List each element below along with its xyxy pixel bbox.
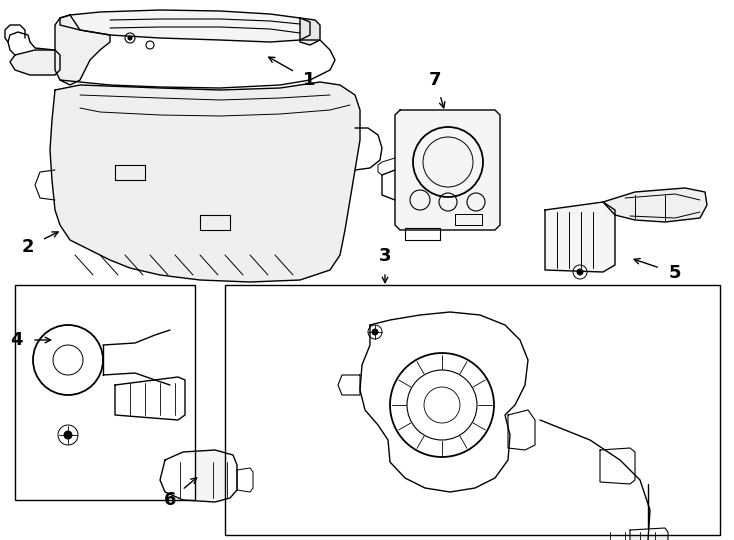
Polygon shape [603,188,707,222]
Polygon shape [60,10,310,42]
Polygon shape [115,377,185,420]
Text: 3: 3 [379,247,391,265]
Polygon shape [160,450,237,502]
Bar [15,285,195,500]
Polygon shape [55,15,110,85]
Bar [225,285,720,535]
Circle shape [372,329,378,335]
Polygon shape [300,18,320,45]
Polygon shape [508,410,535,450]
Polygon shape [50,82,360,282]
Circle shape [577,269,583,275]
Polygon shape [600,448,635,484]
Text: 5: 5 [669,264,681,282]
Polygon shape [545,202,615,272]
Polygon shape [10,50,60,75]
Polygon shape [360,312,528,492]
Polygon shape [395,110,500,230]
Text: 7: 7 [429,71,442,89]
Text: 2: 2 [21,238,34,256]
Text: 6: 6 [164,491,176,509]
Circle shape [64,431,72,439]
Polygon shape [630,528,668,540]
Circle shape [128,36,132,40]
Text: 4: 4 [10,331,22,349]
Text: 1: 1 [302,71,315,89]
